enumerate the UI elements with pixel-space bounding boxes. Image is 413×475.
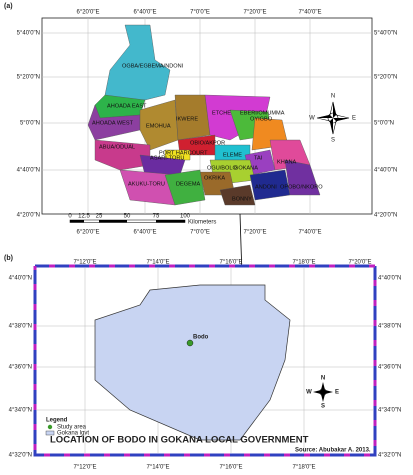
lat-label: 5°20'0"N xyxy=(17,75,40,81)
legend-entry: Gokana lgvt xyxy=(57,431,89,437)
panel-label: (b) xyxy=(4,255,13,262)
region-label: OKRIKA xyxy=(204,175,225,181)
lat-label: 4°20'0"N xyxy=(17,213,40,219)
legend-entry: Study area xyxy=(57,425,87,431)
lon-label: 7°40'0"E xyxy=(298,230,321,236)
scale-label: 0 xyxy=(68,214,72,220)
lat-label: 5°40'0"N xyxy=(17,31,40,37)
region-label: ABUA/ODUAL xyxy=(99,144,135,150)
lat-label: 4°36'0"N xyxy=(9,365,32,371)
lat-label: 5°20'0"N xyxy=(374,75,397,81)
region-label: EMOHUA xyxy=(146,123,171,129)
compass-letter: N xyxy=(321,376,325,382)
bodo-point xyxy=(186,339,194,347)
lat-label: 4°32'0"N xyxy=(9,453,32,459)
region-label: ANDONI xyxy=(255,184,277,190)
lat-label: 4°40'0"N xyxy=(378,276,401,282)
lon-label: 7°16'0"E xyxy=(219,260,242,266)
lat-label: 4°40'0"N xyxy=(374,168,397,174)
lon-label: 7°14'0"E xyxy=(146,465,169,471)
legend-title: Legend xyxy=(46,418,68,424)
compass-letter: E xyxy=(352,116,356,122)
compass-letter: S xyxy=(321,404,325,410)
lon-label: 6°20'0"E xyxy=(76,230,99,236)
lon-label: 7°12'0"E xyxy=(73,260,96,266)
region-label: AHOADA EAST xyxy=(107,103,147,109)
lat-label: 4°32'0"N xyxy=(378,453,401,459)
scale-label: 12.5 xyxy=(78,214,90,220)
lon-label: 7°40'0"E xyxy=(298,10,321,16)
lat-label: 4°20'0"N xyxy=(374,213,397,219)
region-label: AHOADA WEST xyxy=(92,120,134,126)
scale-label: 75 xyxy=(153,214,160,220)
compass-letter: N xyxy=(331,94,335,100)
region-label: ETCHE xyxy=(212,110,231,116)
compass-a xyxy=(316,101,350,135)
source: Source: Abubakar A. 2013. xyxy=(295,448,371,454)
compass-letter: S xyxy=(331,138,335,144)
region-label: GOKANA xyxy=(234,165,258,171)
lat-label: 4°36'0"N xyxy=(378,365,401,371)
lon-label: 7°20'0"E xyxy=(243,230,266,236)
region-label: OGU/BOLO xyxy=(207,165,237,171)
region-label: OGBA/EGBEMA/NDONI xyxy=(122,63,184,69)
region-label: ASARI-TORU xyxy=(150,155,184,161)
lga-polygons xyxy=(87,24,321,206)
region-label: ELEME xyxy=(223,152,242,158)
lat-label: 5°0'0"N xyxy=(20,121,40,127)
lat-label: 4°40'0"N xyxy=(9,276,32,282)
gokana-polygon xyxy=(94,284,291,441)
panel-label: (a) xyxy=(4,3,13,10)
lat-label: 5°40'0"N xyxy=(374,31,397,37)
lon-label: 7°16'0"E xyxy=(219,465,242,471)
lon-label: 6°20'0"E xyxy=(76,10,99,16)
lon-label: 6°40'0"E xyxy=(133,230,156,236)
scale-label: 50 xyxy=(124,214,131,220)
scale-unit: Kilometers xyxy=(188,220,216,226)
lon-label: 7°0'0"E xyxy=(190,10,210,16)
place-label: Bodo xyxy=(193,335,209,341)
region-label: AKUKU-TORU xyxy=(128,181,165,187)
compass-letter: E xyxy=(335,390,339,396)
lon-label: 7°0'0"E xyxy=(190,230,210,236)
lon-label: 6°40'0"E xyxy=(133,10,156,16)
region-label: TAI xyxy=(254,155,263,161)
compass-b xyxy=(313,382,333,402)
lat-label: 5°0'0"N xyxy=(374,121,394,127)
panel-b-frame-accent xyxy=(33,264,377,457)
lat-label: 4°34'0"N xyxy=(378,408,401,414)
region-label: IKWERE xyxy=(176,116,198,122)
legend xyxy=(45,424,55,436)
region-label: PORT HARCOURT xyxy=(159,150,208,156)
lat-label: 4°38'0"N xyxy=(9,324,32,330)
region-label: KHANA xyxy=(277,159,297,165)
region-label: DEGEMA xyxy=(176,181,201,187)
region-label: OPOBO/NKORO xyxy=(280,184,323,190)
region-label: BONNY xyxy=(232,196,252,202)
lon-label: 7°18'0"E xyxy=(292,465,315,471)
compass-letter: W xyxy=(309,116,315,122)
scale-label: 25 xyxy=(96,214,103,220)
scale-label: 100 xyxy=(180,214,191,220)
lat-label: 4°38'0"N xyxy=(378,324,401,330)
lon-label: 7°14'0"E xyxy=(146,260,169,266)
region-label: EBERI/OMUMMA xyxy=(240,110,285,116)
lat-label: 4°34'0"N xyxy=(9,408,32,414)
lon-label: 7°18'0"E xyxy=(292,260,315,266)
lon-label: 7°12'0"E xyxy=(73,465,96,471)
map-title: LOCATION OF BODO IN GOKANA LOCAL GOVERNM… xyxy=(50,435,309,446)
compass-letter: W xyxy=(306,390,312,396)
region-label: OYIGBO xyxy=(250,116,273,122)
region-label: OBIO/AKPOR xyxy=(190,140,225,146)
scale-bar xyxy=(69,219,186,223)
lon-label: 7°20'0"E xyxy=(348,260,371,266)
lat-label: 4°40'0"N xyxy=(17,168,40,174)
lon-label: 7°20'0"E xyxy=(243,10,266,16)
